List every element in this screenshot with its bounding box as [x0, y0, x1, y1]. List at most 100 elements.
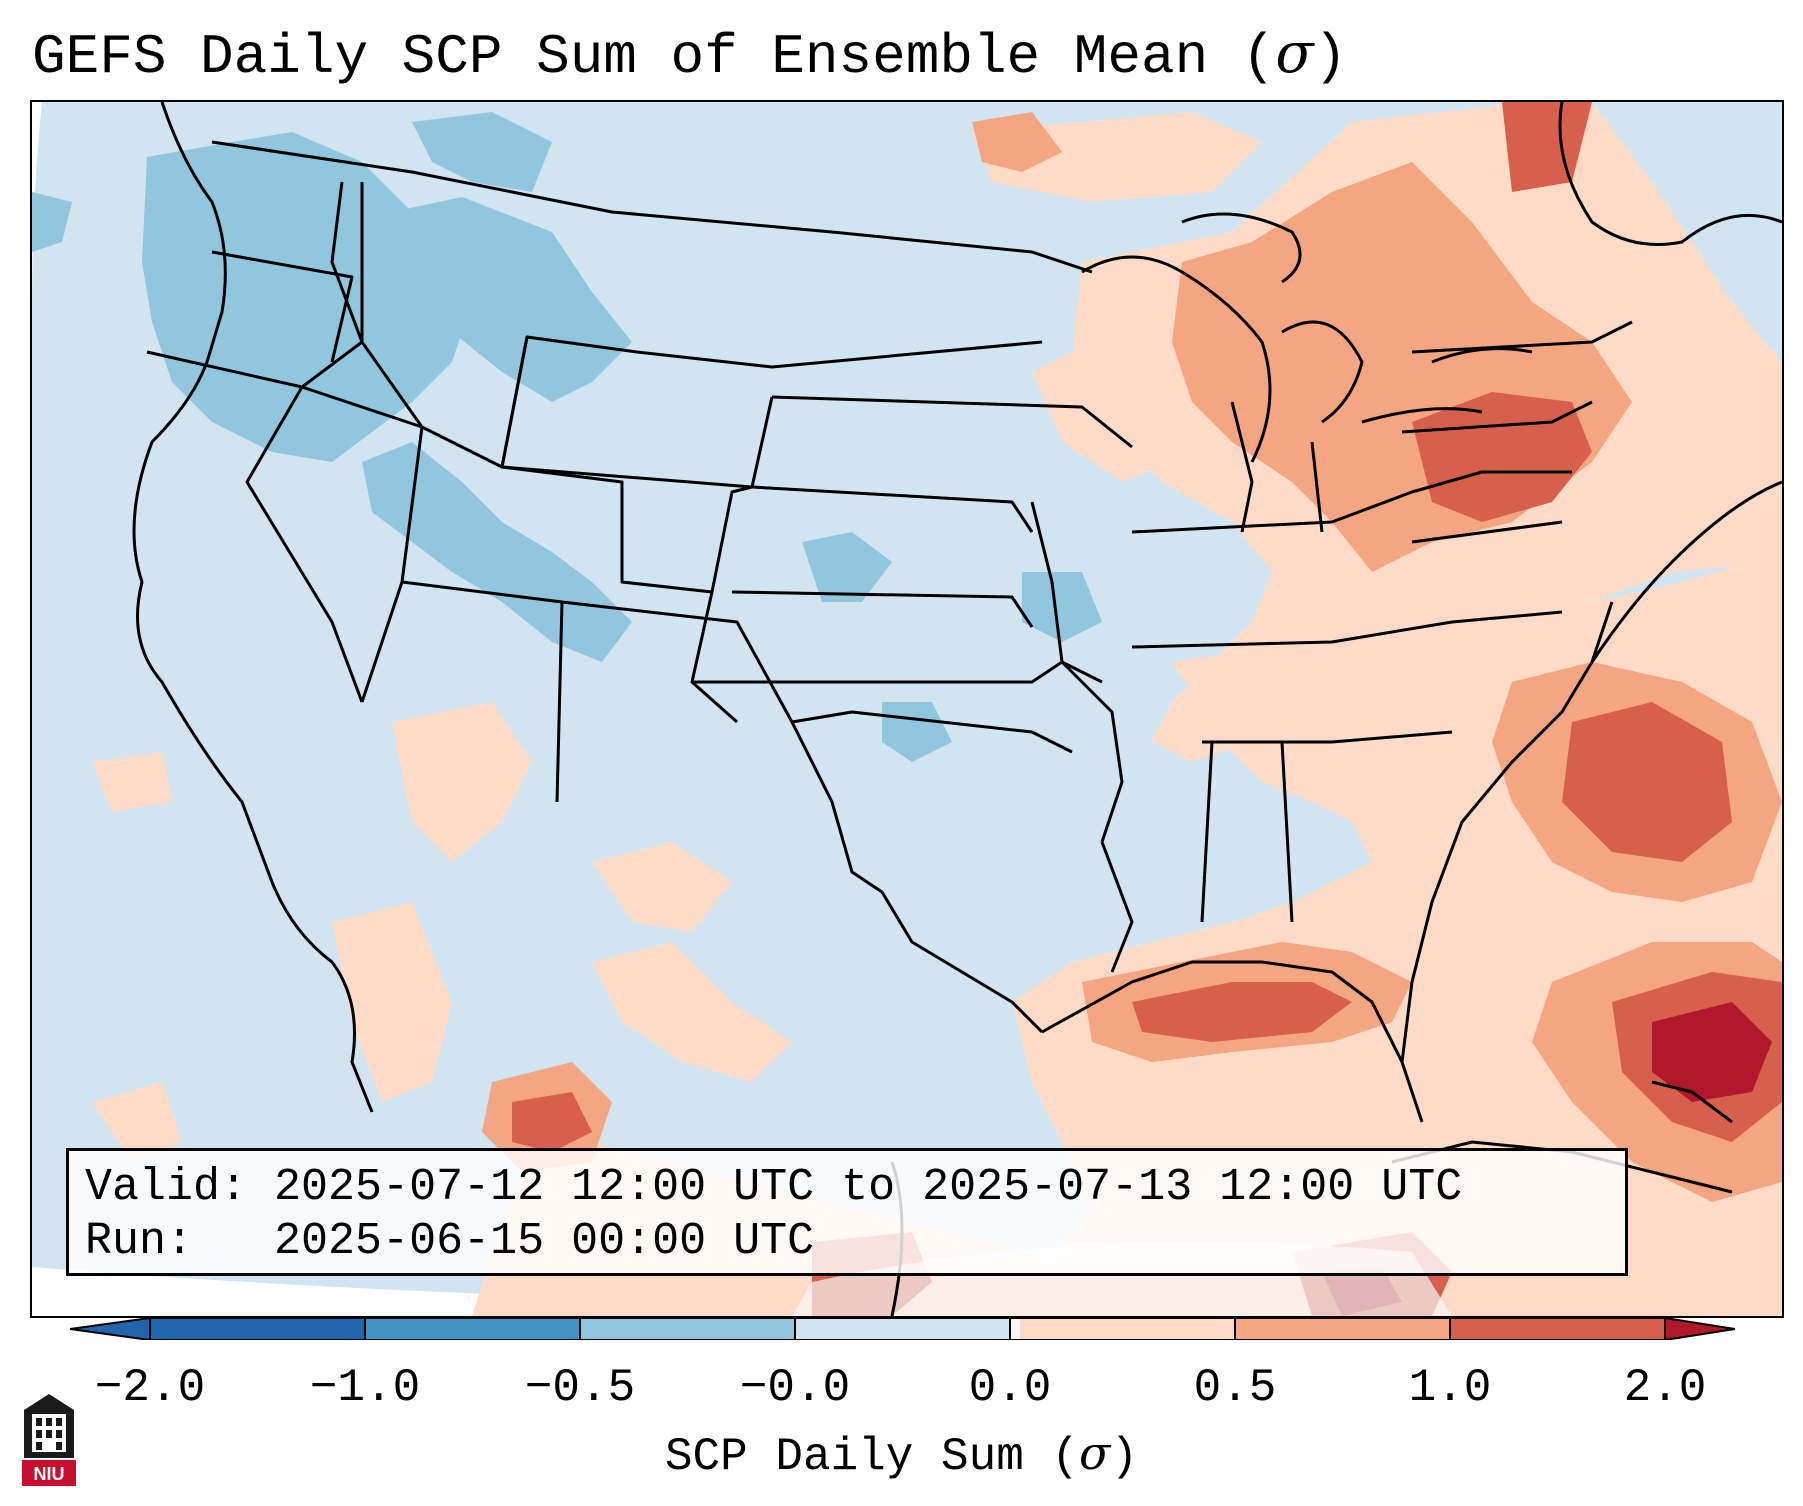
positive-pacific-south [92, 1082, 182, 1162]
tick-label-1: −2.0 [94, 1362, 206, 1414]
colorbar-segment-1 [150, 1318, 365, 1340]
valid-row: Valid: 2025-07-12 12:00 UTC to 2025-07-1… [85, 1161, 1609, 1215]
anomaly-montana [392, 197, 632, 402]
colorado-kansas-border [690, 485, 753, 724]
positive-manitoba [972, 112, 1062, 172]
boundary-lines [132, 102, 1782, 1316]
valid-value: 2025-07-12 12:00 UTC to 2025-07-13 12:00… [274, 1162, 1463, 1213]
tick-label-2: −1.0 [309, 1362, 421, 1414]
gulf-coast-east [1041, 960, 1424, 1123]
ohio-river-border [1131, 470, 1572, 534]
tick-label-6: 0.5 [1193, 1362, 1277, 1414]
east-coastline [1400, 601, 1614, 1063]
pennsylvania-north-border [1401, 400, 1593, 434]
anomaly-missouri [1022, 572, 1102, 642]
nebraska-border [751, 485, 1034, 533]
niu-logo-icon: NIU [22, 1394, 76, 1486]
positive-gulf-red [1132, 982, 1352, 1042]
colorbar [70, 1318, 1735, 1340]
dakotas-border [636, 340, 1043, 369]
new-york-border [1411, 320, 1633, 354]
positive-mexico-west-red [512, 1092, 592, 1152]
map-svg [32, 102, 1782, 1316]
colorbar-under-triangle [70, 1318, 150, 1340]
us-canada-border-central [831, 230, 1093, 274]
positive-pacific-mid [92, 752, 172, 812]
kansas-south-border [692, 660, 1103, 684]
anomaly-canada-west [412, 112, 552, 192]
lake-michigan-shore [1081, 255, 1272, 463]
tick-label-3: −0.5 [524, 1362, 636, 1414]
positive-south-texas [592, 942, 792, 1082]
colorbar-ticks [149, 1318, 1666, 1340]
texas-gulf-coast [880, 891, 1044, 1034]
anomaly-great-basin [362, 442, 632, 662]
us-canada-border-west [211, 140, 833, 234]
alabama-border [1280, 741, 1294, 923]
positive-arizona [392, 702, 532, 862]
positive-baja [332, 902, 452, 1102]
title-sigma: σ [1275, 21, 1314, 86]
tick-label-4: −0.0 [739, 1362, 851, 1414]
texas-west-border [561, 600, 883, 894]
lake-huron-shore [1281, 320, 1364, 424]
positive-atlantic-red [1562, 702, 1732, 862]
kansas-north-border [731, 590, 1034, 628]
title-close: ) [1313, 25, 1348, 89]
tick-label-8: 2.0 [1623, 1362, 1707, 1414]
run-label: Run: [85, 1216, 194, 1267]
logo-banner [22, 1460, 76, 1486]
info-box: Valid: 2025-07-12 12:00 UTC to 2025-07-1… [66, 1148, 1628, 1276]
louisiana-east-border [1100, 841, 1134, 973]
title-text: GEFS Daily SCP Sum of Ensemble Mean ( [32, 25, 1276, 89]
logo-text: NIU [34, 1464, 65, 1484]
logo-windows [36, 1418, 62, 1450]
colorbar-label: SCP Daily Sum (σ) [0, 1426, 1803, 1484]
map-panel [30, 100, 1784, 1318]
colorbar-segment-2 [365, 1318, 580, 1340]
colorbar-label-close: ) [1110, 1431, 1139, 1483]
colorbar-over-triangle [1665, 1318, 1735, 1340]
positive-caribbean-dark [1652, 1002, 1772, 1102]
lake-superior-shore [1181, 212, 1302, 284]
positive-southeast-light [472, 552, 1782, 1316]
illinois-indiana-border [1230, 401, 1254, 533]
colorbar-label-sigma: σ [1079, 1426, 1111, 1480]
outside-projection-nw [32, 102, 42, 302]
lake-ontario-shore [1431, 347, 1533, 364]
georgia-north-border [1202, 730, 1453, 744]
california-nevada-border [245, 386, 364, 703]
west-coastline [132, 102, 374, 1113]
mississippi-alabama-border [1200, 741, 1214, 923]
utah-colorado-border [501, 465, 713, 594]
positive-wisconsin [1032, 342, 1172, 482]
colorbar-segment-3 [580, 1318, 795, 1340]
washington-oregon-border [211, 250, 354, 363]
tennessee-border [1131, 610, 1563, 649]
southdakota-border [771, 395, 1133, 449]
anomaly-pacific [32, 192, 72, 252]
positive-quebec [1502, 102, 1592, 192]
anomaly-nebraska [802, 532, 892, 602]
bahamas-outline [1651, 1080, 1733, 1124]
positive-new-mexico [592, 842, 732, 932]
colorbar-segment-8 [1450, 1318, 1665, 1340]
outside-projection [32, 1267, 1782, 1316]
mississippi-river-border [1030, 501, 1124, 843]
indiana-ohio-border [1310, 441, 1324, 533]
run-value: 2025-06-15 00:00 UTC [274, 1216, 815, 1267]
idaho-west-border [301, 181, 364, 389]
colorbar-segment-4 [795, 1318, 1010, 1340]
lake-erie-shore [1361, 407, 1483, 424]
tick-label-7: 1.0 [1408, 1362, 1492, 1414]
oklahoma-texas-border [791, 710, 1073, 754]
new-england-coast [1590, 480, 1782, 663]
wyoming-border [500, 336, 774, 489]
colorbar-segment-7 [1235, 1318, 1450, 1340]
idaho-montana-border [360, 182, 638, 469]
virginia-border [1411, 520, 1563, 544]
colorbar-segment-6 [1020, 1318, 1235, 1340]
tick-label-5: 0.0 [968, 1362, 1052, 1414]
valid-label: Valid: [85, 1162, 248, 1213]
run-row: Run: 2025-06-15 00:00 UTC [85, 1215, 1609, 1269]
